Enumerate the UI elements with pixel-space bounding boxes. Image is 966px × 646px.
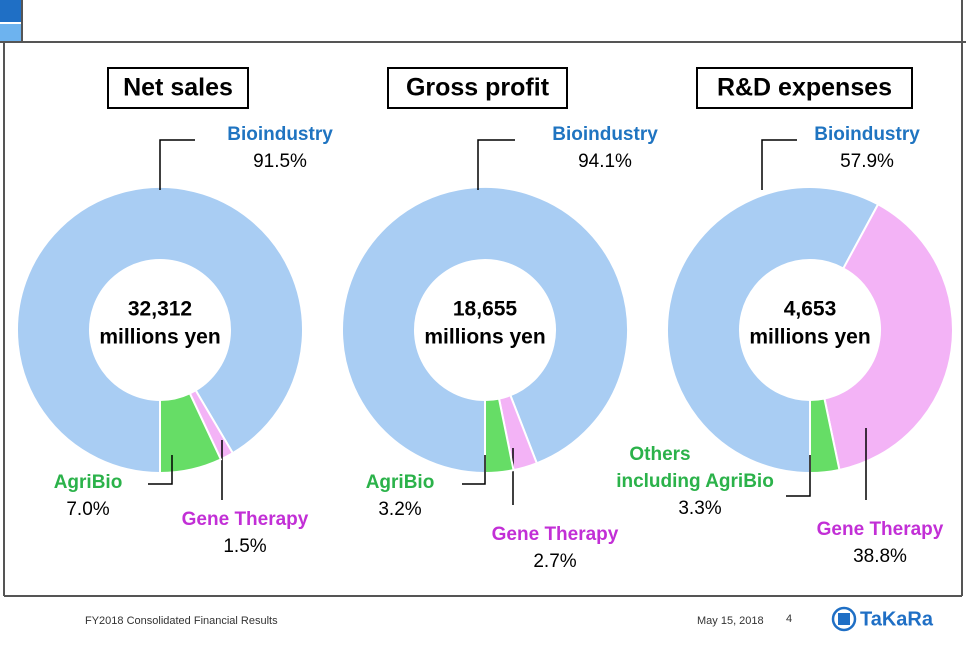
segment-label: Others including AgriBio [616,444,774,492]
segment-label: Bioindustry [227,124,333,145]
leader-line [159,139,195,190]
donut-slice [666,186,880,475]
donut-slice [809,397,841,475]
chart-title: Gross profit [406,74,550,102]
donut-slice [341,186,629,475]
segment-value: 38.8% [853,546,907,567]
logo: TaKaRa [860,608,934,630]
segment-label: Gene Therapy [182,509,309,530]
header-square [0,24,22,42]
donut-slice [484,397,515,475]
donut-slice [16,186,304,475]
segment-label: AgriBio [366,472,435,493]
leader-line [786,455,811,497]
leader-line [148,455,173,485]
page-number: 4 [786,613,792,625]
center-value: 18,655 [453,298,518,321]
segment-label: Bioindustry [552,124,658,145]
center-value: 32,312 [128,298,192,321]
title-box [696,67,913,109]
segment-value: 1.5% [223,536,266,557]
segment-value: 94.1% [578,151,632,172]
leader-line [761,139,797,190]
title-box [107,67,249,109]
center-unit: millions yen [99,326,220,349]
chart-title: Net sales [123,74,233,102]
leader-line [462,455,486,485]
segment-value: 7.0% [66,499,109,520]
segment-value: 3.3% [678,498,721,519]
segment-label: AgriBio [54,472,123,493]
center-unit: millions yen [749,326,870,349]
segment-label: Gene Therapy [492,524,619,545]
segment-value: 57.9% [840,151,894,172]
donut-slice [159,392,223,475]
segment-label: Bioindustry [814,124,920,145]
leader-line [477,139,515,190]
footer-date: May 15, 2018 [697,615,764,627]
center-unit: millions yen [424,326,545,349]
footer-title: FY2018 Consolidated Financial Results [85,615,278,627]
segment-value: 91.5% [253,151,307,172]
center-value: 4,653 [784,298,837,321]
segment-label: Gene Therapy [817,519,944,540]
title-box [387,67,568,109]
segment-value: 2.7% [533,551,576,572]
segment-value: 3.2% [378,499,421,520]
chart-title: R&D expenses [717,74,892,102]
header-square [0,0,22,22]
logo-icon [838,613,850,625]
logo-icon [831,606,857,632]
donut-slice [823,202,954,472]
